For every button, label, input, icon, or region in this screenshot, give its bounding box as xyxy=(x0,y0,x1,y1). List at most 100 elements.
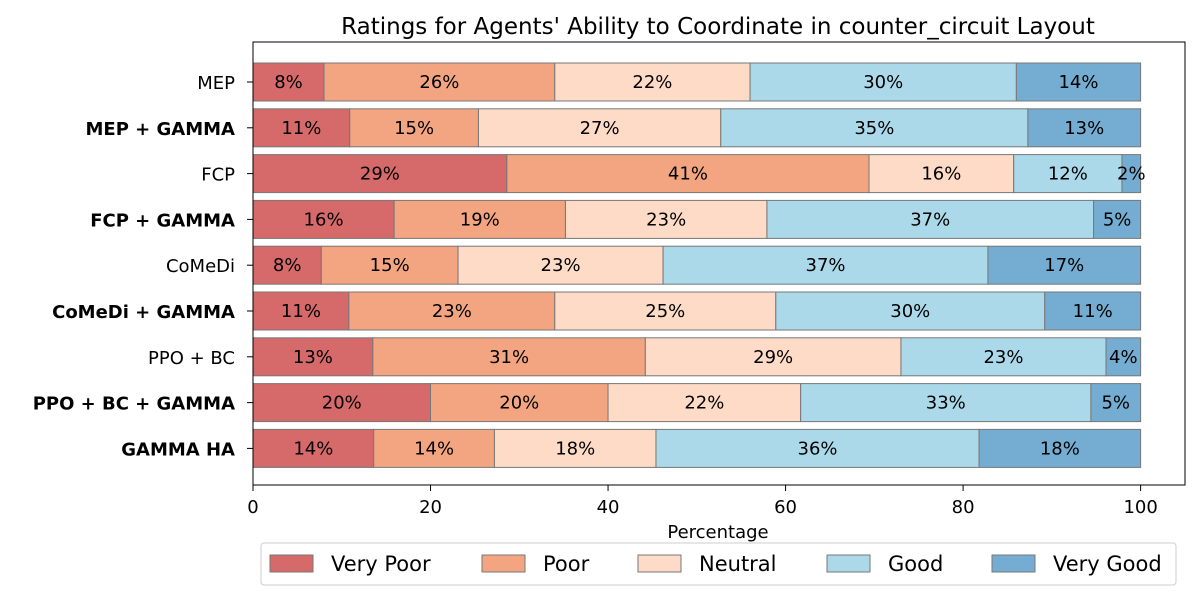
bar-segment xyxy=(348,291,556,331)
x-axis-label: Percentage xyxy=(667,522,768,543)
y-tick-label: FCP + GAMMA xyxy=(90,210,235,231)
bar-value-label: 12% xyxy=(1048,164,1088,185)
bar-value-label: 16% xyxy=(304,209,344,230)
bar-segment xyxy=(1105,337,1142,377)
bar-segment xyxy=(323,62,556,102)
bar-segment xyxy=(252,383,432,423)
bar-value-label: 14% xyxy=(293,438,333,459)
bar-segment xyxy=(393,199,566,239)
bar-value-label: 17% xyxy=(1044,255,1084,276)
bar-segment xyxy=(655,428,980,468)
x-tick-label: 80 xyxy=(952,497,975,518)
bar-value-label: 11% xyxy=(281,118,321,139)
bar-value-label: 13% xyxy=(1064,118,1104,139)
bar-value-label: 25% xyxy=(645,301,685,322)
legend-swatch xyxy=(637,554,682,573)
y-tick-label: MEP + GAMMA xyxy=(86,119,236,140)
bar-value-label: 16% xyxy=(921,164,961,185)
bar-segment xyxy=(1013,154,1123,194)
chart-title: Ratings for Agents' Ability to Coordinat… xyxy=(341,14,1095,40)
x-axis: 0 20 40 60 80 100 xyxy=(247,485,1158,518)
y-tick-label: CoMeDi + GAMMA xyxy=(52,302,235,323)
bar-segment xyxy=(720,108,1029,148)
bar-value-label: 19% xyxy=(460,209,500,230)
bar-segment xyxy=(1093,199,1142,239)
x-tick-label: 100 xyxy=(1123,497,1157,518)
bar-segment xyxy=(506,154,870,194)
bar-segment xyxy=(252,291,350,331)
bar-value-label: 30% xyxy=(890,301,930,322)
bar-segment xyxy=(1121,154,1142,194)
bars-layer: 8% 26% 22% 30% 14% 11% 15% 27% 35% 13% 29% 41% 16% 12… xyxy=(252,62,1146,468)
bar-value-label: 27% xyxy=(580,118,620,139)
bar-segment xyxy=(868,154,1015,194)
y-tick-label: CoMeDi xyxy=(166,256,235,277)
bar-value-label: 14% xyxy=(414,438,454,459)
bar-value-label: 37% xyxy=(806,255,846,276)
bar-segment xyxy=(766,199,1095,239)
legend-swatch xyxy=(991,554,1036,573)
bar-segment xyxy=(349,108,479,148)
bar-segment xyxy=(430,383,609,423)
bar-value-label: 15% xyxy=(394,118,434,139)
x-tick-label: 40 xyxy=(597,497,620,518)
y-tick-label: FCP xyxy=(201,165,235,186)
bar-value-label: 15% xyxy=(370,255,410,276)
bar-value-label: 30% xyxy=(863,72,903,93)
bar-value-label: 37% xyxy=(910,209,950,230)
bar-value-label: 36% xyxy=(798,438,838,459)
bar-segment xyxy=(373,428,495,468)
legend-swatch xyxy=(481,554,526,573)
bar-value-label: 5% xyxy=(1103,209,1132,230)
bar-segment xyxy=(1044,291,1142,331)
bar-value-label: 31% xyxy=(489,347,529,368)
legend: Very Poor Poor Neutral Good Very Good xyxy=(260,542,1177,586)
bar-value-label: 4% xyxy=(1109,347,1138,368)
bar-value-label: 20% xyxy=(499,393,539,414)
bar-segment xyxy=(477,108,722,148)
bar-value-label: 26% xyxy=(419,72,459,93)
bar-segment xyxy=(564,199,768,239)
x-tick-label: 0 xyxy=(247,497,258,518)
legend-swatch xyxy=(269,554,314,573)
bar-segment xyxy=(252,337,374,377)
y-tick-label: MEP xyxy=(197,73,235,94)
bar-value-label: 23% xyxy=(646,209,686,230)
bar-value-label: 18% xyxy=(1040,438,1080,459)
bar-value-label: 23% xyxy=(432,301,472,322)
bar-value-label: 23% xyxy=(541,255,581,276)
bar-segment xyxy=(662,245,989,285)
bar-segment xyxy=(252,62,325,102)
legend-label: Good xyxy=(888,552,943,576)
bar-segment xyxy=(372,337,646,377)
bar-value-label: 20% xyxy=(322,393,362,414)
y-axis: MEP MEP + GAMMA FCP FCP + GAMMA CoMeDi CoMeDi… xyxy=(33,73,253,460)
bar-value-label: 22% xyxy=(632,72,672,93)
y-tick-label: PPO + BC xyxy=(148,348,235,369)
bar-value-label: 11% xyxy=(281,301,321,322)
bar-segment xyxy=(900,337,1107,377)
bar-value-label: 2% xyxy=(1117,164,1146,185)
legend-swatch xyxy=(826,554,871,573)
bar-segment xyxy=(252,199,395,239)
legend-frame xyxy=(260,542,1177,586)
bar-segment xyxy=(978,428,1142,468)
bar-value-label: 13% xyxy=(293,347,333,368)
bar-segment xyxy=(987,245,1142,285)
bar-value-label: 41% xyxy=(668,164,708,185)
x-tick-label: 20 xyxy=(419,497,442,518)
bar-value-label: 14% xyxy=(1058,72,1098,93)
bar-segment xyxy=(1090,383,1142,423)
bar-value-label: 35% xyxy=(854,118,894,139)
bar-segment xyxy=(1027,108,1142,148)
bar-value-label: 18% xyxy=(555,438,595,459)
bar-segment xyxy=(554,62,751,102)
bar-segment xyxy=(1015,62,1142,102)
bar-segment xyxy=(457,245,664,285)
legend-label: Poor xyxy=(543,552,590,576)
bar-segment xyxy=(320,245,459,285)
bar-value-label: 23% xyxy=(983,347,1023,368)
legend-label: Neutral xyxy=(699,552,777,576)
bar-value-label: 8% xyxy=(273,255,302,276)
